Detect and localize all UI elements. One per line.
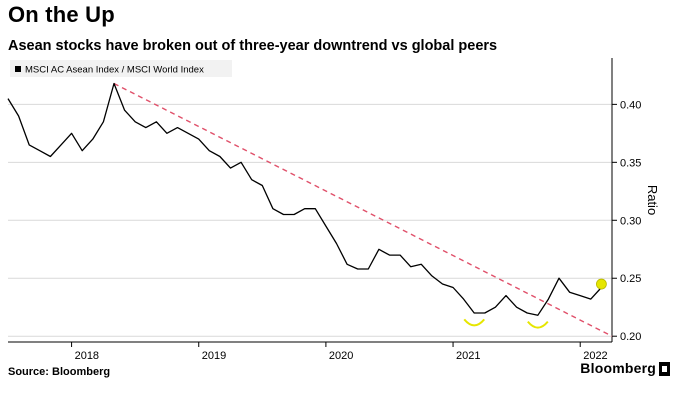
y-axis-label: Ratio <box>645 185 660 215</box>
legend-box <box>10 60 232 77</box>
y-tick-label: 0.25 <box>620 273 641 285</box>
y-tick-label: 0.40 <box>620 99 641 111</box>
x-tick-label: 2022 <box>583 350 607 362</box>
series-line <box>7 82 602 316</box>
legend-swatch <box>15 66 21 72</box>
brand-logo-text: Bloomberg <box>580 360 656 376</box>
trend-line <box>113 82 613 337</box>
source-note: Source: Bloomberg <box>8 366 111 378</box>
highlight-marker <box>463 318 486 327</box>
x-tick-label: 2021 <box>456 350 480 362</box>
chart-title: On the Up <box>8 2 115 27</box>
legend-label: MSCI AC Asean Index / MSCI World Index <box>25 65 204 76</box>
x-tick-label: 2018 <box>75 350 99 362</box>
brand-mark-icon <box>659 362 670 376</box>
y-tick-label: 0.30 <box>620 215 641 227</box>
y-tick-label: 0.20 <box>620 331 641 343</box>
highlight-marker <box>527 320 549 329</box>
x-tick-label: 2020 <box>329 350 353 362</box>
x-tick-label: 2019 <box>202 350 226 362</box>
chart-subtitle: Asean stocks have broken out of three-ye… <box>8 38 498 54</box>
highlight-marker <box>596 278 607 290</box>
y-tick-label: 0.35 <box>620 157 641 169</box>
